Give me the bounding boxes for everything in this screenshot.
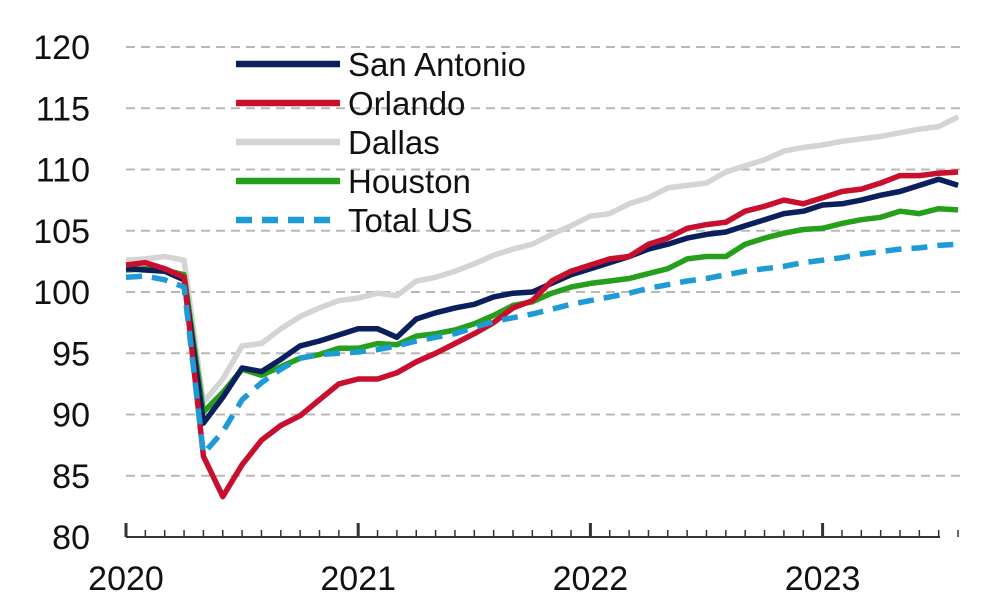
y-tick-label: 100 — [33, 274, 90, 312]
series-line-dallas — [125, 114, 960, 406]
x-tick-label: 2021 — [320, 560, 396, 598]
y-tick-label: 90 — [52, 397, 90, 435]
x-tick-label: 2022 — [553, 560, 629, 598]
legend-label: Total US — [348, 202, 473, 239]
series-line-orlando — [125, 169, 959, 500]
axes: 80 85 90 95 100 105 110 115 120 2020 2021 2022 2023 — [33, 29, 959, 598]
series-line-san-antonio — [125, 176, 959, 426]
y-tick-label: 120 — [33, 29, 90, 67]
legend-label: Houston — [348, 163, 471, 200]
gridlines — [126, 46, 965, 477]
series-lines — [125, 114, 960, 500]
legend-label: San Antonio — [348, 46, 526, 83]
legend-label: Orlando — [348, 85, 465, 122]
y-tick-label: 85 — [52, 458, 90, 496]
y-tick-label: 105 — [33, 213, 90, 251]
y-tick-label: 110 — [36, 152, 90, 190]
y-tick-label: 80 — [52, 519, 90, 557]
x-tick-label: 2020 — [88, 560, 164, 598]
y-tick-label: 115 — [36, 90, 90, 128]
x-tick-label: 2023 — [785, 560, 861, 598]
series-line-total-us — [125, 241, 959, 457]
y-tick-label: 95 — [52, 335, 90, 373]
series-line-houston — [125, 205, 959, 415]
legend-label: Dallas — [348, 124, 440, 161]
